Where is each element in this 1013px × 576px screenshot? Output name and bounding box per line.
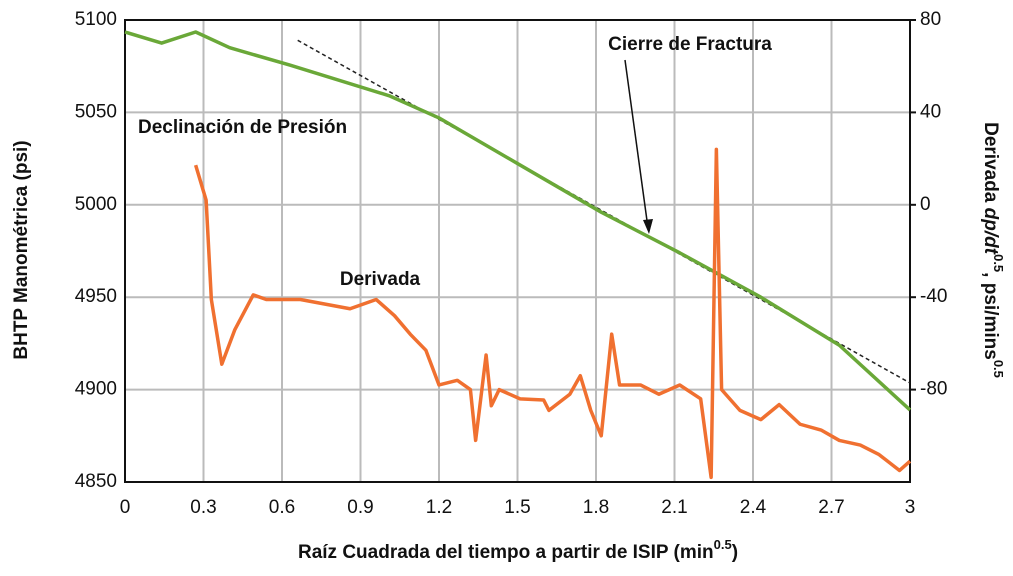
series-label: Declinación de Presión	[138, 117, 347, 138]
annotation-arrow	[624, 59, 649, 229]
y2-title-c: 0.5	[991, 254, 1006, 272]
plot-frame	[124, 19, 911, 483]
x-tick-label: 2.7	[818, 497, 844, 518]
y2-tick-label: -80	[920, 379, 947, 400]
x-tick-label: 2.1	[661, 497, 687, 518]
x-title-end: )	[732, 542, 738, 563]
y-tick-label: 4850	[75, 471, 117, 492]
y2-title-e: 0.5	[991, 360, 1006, 378]
y2-tick-label: -40	[920, 286, 947, 307]
x-tick-label: 0.9	[347, 497, 373, 518]
series-line	[193, 147, 912, 480]
y2-tick-label: 80	[920, 9, 941, 30]
y2-tick-label: 0	[920, 194, 931, 215]
annotation: Cierre de Fractura	[608, 34, 772, 55]
series-label: Derivada	[340, 269, 421, 290]
x-title-sup: 0.5	[714, 537, 732, 552]
y2-title-b: dp/dt	[980, 208, 1001, 255]
x-tick-label: 2.4	[740, 497, 767, 518]
series-line	[124, 30, 912, 412]
y2-axis-title: Derivada dp/dt0.5, psi/mins0.5	[980, 122, 1006, 378]
x-tick-label: 0.6	[269, 497, 295, 518]
y-tick-label: 5050	[75, 101, 117, 122]
y-tick-label: 4950	[75, 286, 117, 307]
x-tick-label: 1.5	[504, 497, 530, 518]
x-tick-label: 0	[120, 497, 131, 518]
y-tick-label: 5000	[75, 194, 117, 215]
x-axis-title: Raíz Cuadrada del tiempo a partir de ISI…	[298, 537, 738, 563]
x-tick-label: 3	[905, 497, 916, 518]
y2-tick-label: 40	[920, 101, 941, 122]
arrow-head	[643, 219, 653, 234]
y2-title-d: , psi/mins	[980, 272, 1001, 360]
x-tick-label: 1.2	[426, 497, 452, 518]
x-title-main: Raíz Cuadrada del tiempo a partir de ISI…	[298, 542, 714, 563]
x-tick-label: 1.8	[583, 497, 609, 518]
y2-title-a: Derivada	[980, 122, 1001, 208]
y-axis-title: BHTP Manométrica (psi)	[11, 140, 32, 359]
y-tick-label: 5100	[75, 9, 117, 30]
x-tick-label: 0.3	[190, 497, 216, 518]
y-tick-label: 4900	[75, 379, 117, 400]
